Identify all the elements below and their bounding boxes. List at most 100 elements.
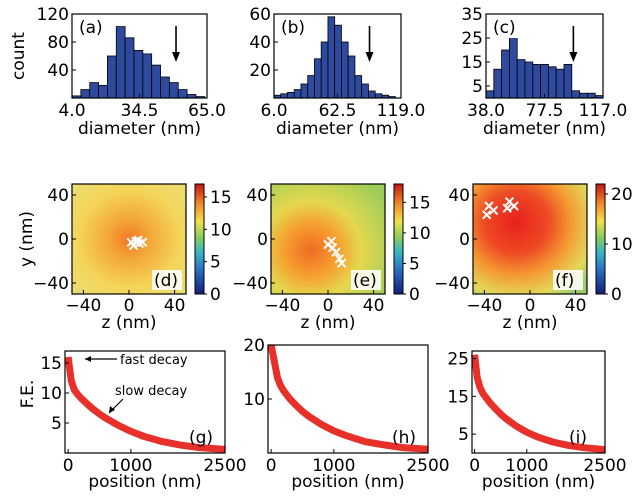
- x-tick-label: 0: [323, 296, 334, 316]
- x-tick-label: 117.0: [579, 101, 628, 121]
- x-tick-label: −40: [264, 296, 300, 316]
- x-axis-label: position (nm): [88, 472, 201, 492]
- histogram-bar: [547, 66, 557, 99]
- panel-label-bg: [351, 270, 381, 290]
- y-tick-label: 25: [461, 29, 483, 49]
- panel-label: (e): [353, 271, 377, 291]
- y-tick-label: 120: [37, 5, 69, 25]
- histogram-bar: [516, 59, 526, 99]
- histogram-bar: [168, 82, 179, 99]
- panel-e: 15 10 5 0 −40 0 40 40 0 −40 (e) z (nm): [232, 183, 431, 333]
- x-tick-label: 38.0: [467, 101, 505, 121]
- x-axis-label: position (nm): [482, 472, 595, 492]
- decay-curve: [64, 356, 226, 453]
- colorbar-tick-label: 0: [611, 285, 622, 305]
- plot-frame: [471, 350, 606, 454]
- histogram-bar: [341, 41, 349, 99]
- y-tick-label: 25: [447, 350, 469, 370]
- histogram-bar: [493, 68, 503, 99]
- panel-i: 0 1000 2500 25 15 5 (i) position (nm): [447, 350, 626, 492]
- histogram-bar: [307, 75, 315, 99]
- histogram-bar: [280, 93, 288, 99]
- panel-label: (c): [493, 18, 516, 38]
- histogram-bar: [287, 92, 295, 99]
- arrow-head: [365, 52, 374, 62]
- colorbar: [194, 183, 205, 295]
- position-marker: [502, 203, 512, 213]
- panel-g: 0 1000 2500 15 10 5 (g) position (nm) F.E. fast d…: [18, 350, 247, 492]
- histogram-bar: [98, 85, 108, 99]
- x-tick-label: 2500: [203, 456, 246, 476]
- x-axis-label: z (nm): [301, 313, 356, 333]
- y-tick-label: 0: [257, 230, 268, 250]
- colorbar-tick-label: 10: [611, 235, 633, 255]
- histogram-bar: [107, 55, 117, 99]
- colorbar-tick-label: 15: [210, 188, 232, 208]
- y-tick-label: 5: [51, 414, 62, 434]
- y-tick-label: 40: [47, 186, 69, 206]
- position-marker: [137, 237, 148, 248]
- y-tick-label: 5: [458, 425, 469, 445]
- position-marker: [326, 236, 337, 246]
- histogram-bar: [151, 64, 161, 99]
- x-tick-label: 6.0: [260, 101, 287, 121]
- histogram-bar: [374, 93, 383, 99]
- panel-label-bg: [152, 270, 182, 290]
- histogram-bar: [300, 83, 309, 99]
- position-marker: [133, 235, 143, 245]
- histogram-bar: [177, 89, 188, 99]
- histogram-bar: [115, 26, 126, 99]
- plot-frame: [64, 350, 226, 454]
- panel-b: 6.0 62.5 119.0 20 40 60 (b) diameter (nm): [249, 5, 425, 139]
- x-tick-label: −40: [65, 296, 101, 316]
- position-marker: [481, 210, 492, 220]
- x-tick-label: 4.0: [58, 101, 85, 121]
- histogram-bar: [320, 41, 329, 99]
- x-tick-label: 1000: [109, 456, 152, 476]
- position-marker: [336, 258, 347, 268]
- panel-label: (a): [79, 18, 103, 38]
- histogram-bar: [327, 16, 336, 99]
- y-tick-label: 10: [243, 390, 265, 410]
- colorbar: [393, 183, 404, 295]
- x-axis-label: z (nm): [503, 313, 558, 333]
- y-tick-label: 10: [40, 384, 62, 404]
- y-tick-label: 15: [447, 387, 469, 407]
- panel-d: 15 10 5 0 −40 0 40 40 0 −40 (d) z (nm) y (nm): [17, 183, 232, 333]
- y-tick-label: 40: [246, 186, 268, 206]
- histogram-bar: [293, 89, 302, 99]
- x-tick-label: 119.0: [377, 101, 426, 121]
- x-tick-label: −40: [466, 296, 502, 316]
- x-tick-label: 40: [565, 296, 587, 316]
- panel-h: 0 1000 2500 20 10 (h) position (nm): [243, 336, 449, 492]
- histogram-bar: [368, 90, 376, 99]
- colorbar: [595, 183, 606, 295]
- plot-frame: [485, 13, 604, 99]
- panel-label-bg: [553, 270, 583, 290]
- y-tick-label: 60: [249, 5, 271, 25]
- position-marker: [331, 247, 341, 257]
- x-axis-label: diameter (nm): [78, 119, 201, 139]
- histogram-bar: [532, 64, 542, 99]
- arrow-head: [569, 52, 578, 62]
- plot-frame: [273, 13, 402, 99]
- x-tick-label: 1000: [505, 456, 548, 476]
- panel-label: (d): [154, 271, 178, 291]
- x-axis-label: diameter (nm): [276, 119, 399, 139]
- histogram-bar: [160, 76, 170, 99]
- decay-curve: [267, 344, 429, 453]
- colorbar-tick-label: 5: [210, 253, 221, 273]
- y-tick-label: 20: [243, 336, 265, 356]
- position-marker: [509, 201, 519, 211]
- histogram-bar: [485, 90, 495, 99]
- panel-label: (i): [569, 428, 587, 448]
- x-axis-label: z (nm): [102, 313, 157, 333]
- panel-label-bg: [280, 18, 312, 38]
- x-tick-label: 62.5: [319, 101, 357, 121]
- x-tick-label: 34.5: [121, 101, 159, 121]
- panel-a: 4.0 34.5 65.0 40 80 120 (a) diameter (nm) count: [9, 5, 226, 139]
- histogram-bar: [501, 49, 510, 99]
- y-tick-label: 15: [461, 53, 483, 73]
- histogram-bar: [314, 58, 322, 99]
